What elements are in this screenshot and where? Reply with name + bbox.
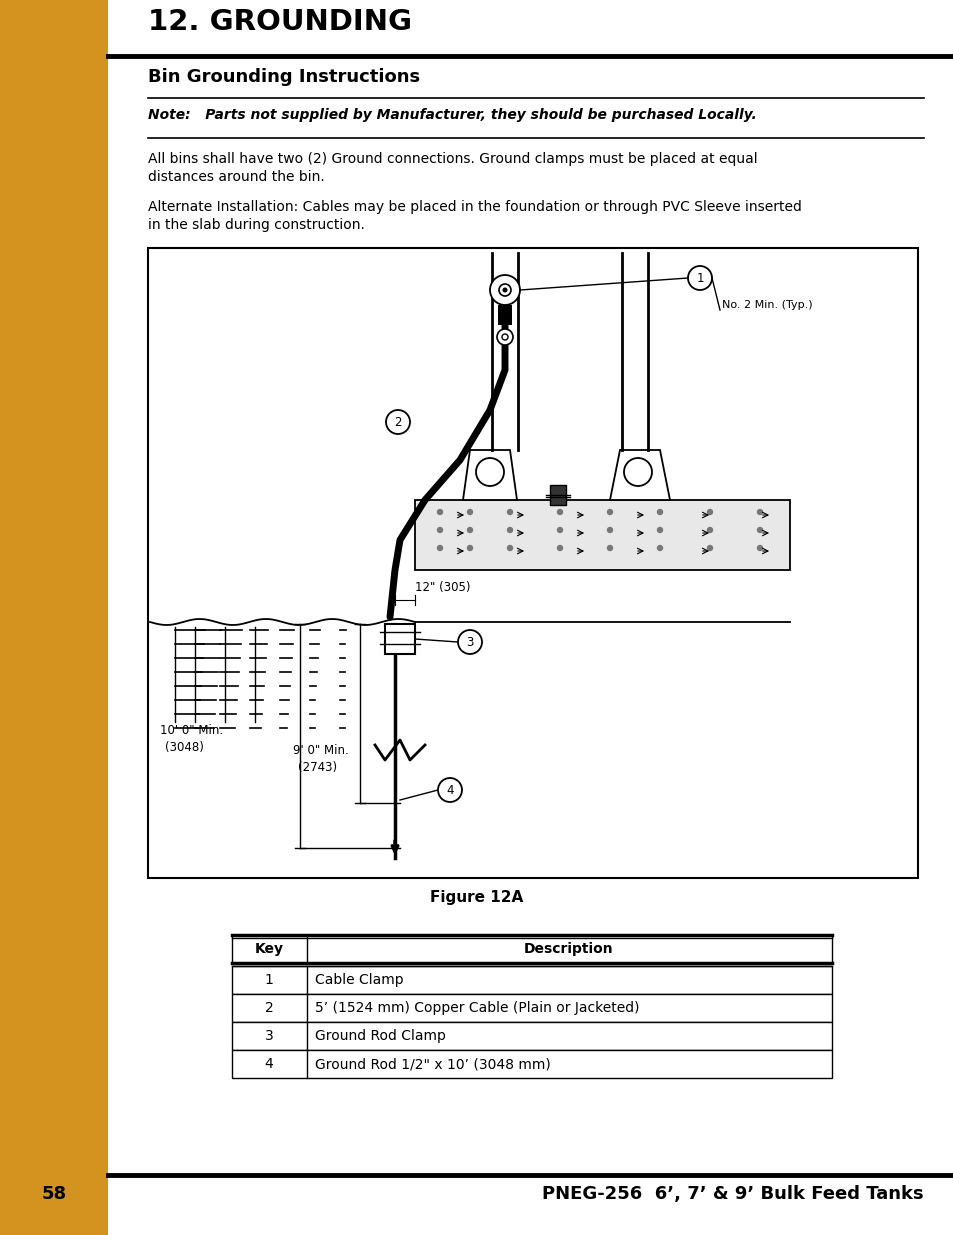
Text: Cable Clamp: Cable Clamp [314,973,403,987]
Circle shape [687,266,711,290]
Bar [232,994,831,1023]
Text: (2743): (2743) [297,762,336,774]
Circle shape [467,546,472,551]
Text: Alternate Installation: Cables may be placed in the foundation or through PVC Sl: Alternate Installation: Cables may be pl… [148,200,801,232]
Circle shape [757,527,761,532]
Circle shape [437,510,442,515]
Text: Bin Grounding Instructions: Bin Grounding Instructions [148,68,419,86]
Text: 2: 2 [394,415,401,429]
Circle shape [657,546,661,551]
Circle shape [707,527,712,532]
Text: Ground Rod Clamp: Ground Rod Clamp [314,1029,445,1044]
Circle shape [457,630,481,655]
Text: Figure 12A: Figure 12A [430,890,523,905]
Text: (3048): (3048) [165,741,204,755]
Circle shape [386,410,410,433]
Circle shape [757,510,761,515]
Circle shape [657,527,661,532]
Bar [232,1050,831,1078]
Text: 10' 0" Min.: 10' 0" Min. [160,724,223,736]
Circle shape [476,458,503,487]
Text: 1: 1 [696,272,703,284]
Text: No. 2 Min. (Typ.): No. 2 Min. (Typ.) [721,300,812,310]
Circle shape [757,546,761,551]
Bar [0,1174,108,1235]
Circle shape [557,546,562,551]
Polygon shape [462,450,517,500]
Circle shape [557,510,562,515]
Circle shape [607,510,612,515]
Circle shape [497,329,513,345]
Circle shape [437,778,461,802]
Circle shape [437,527,442,532]
Circle shape [507,527,512,532]
Text: Key: Key [254,942,283,956]
Text: 2: 2 [264,1002,274,1015]
Bar [550,485,565,505]
Text: 9' 0" Min.: 9' 0" Min. [293,743,349,757]
Circle shape [557,527,562,532]
Text: 1: 1 [264,973,274,987]
Text: 4: 4 [264,1057,274,1071]
Circle shape [623,458,651,487]
Text: Note:   Parts not supplied by Manufacturer, they should be purchased Locally.: Note: Parts not supplied by Manufacturer… [148,107,756,122]
Text: 12. GROUNDING: 12. GROUNDING [148,7,412,36]
Text: Ground Rod 1/2" x 10’ (3048 mm): Ground Rod 1/2" x 10’ (3048 mm) [314,1057,550,1071]
Text: PNEG-256  6’, 7’ & 9’ Bulk Feed Tanks: PNEG-256 6’, 7’ & 9’ Bulk Feed Tanks [542,1186,923,1203]
Bar [232,935,831,963]
Circle shape [607,527,612,532]
Bar [497,305,512,325]
Text: 5’ (1524 mm) Copper Cable (Plain or Jacketed): 5’ (1524 mm) Copper Cable (Plain or Jack… [314,1002,639,1015]
Text: All bins shall have two (2) Ground connections. Ground clamps must be placed at : All bins shall have two (2) Ground conne… [148,152,757,184]
Circle shape [507,546,512,551]
Text: 3: 3 [264,1029,274,1044]
Bar [232,966,831,994]
Polygon shape [609,450,669,500]
Circle shape [467,527,472,532]
Bar [148,248,917,878]
Text: Description: Description [523,942,613,956]
Bar [0,0,108,1235]
Text: 4: 4 [446,783,454,797]
Text: 58: 58 [41,1186,67,1203]
Circle shape [501,333,507,340]
Circle shape [502,288,507,293]
Circle shape [607,546,612,551]
Bar [108,0,953,56]
Bar [415,500,789,571]
Circle shape [507,510,512,515]
Text: 12" (305): 12" (305) [415,580,470,594]
Text: 3: 3 [466,636,474,648]
Bar [385,624,415,655]
Circle shape [707,546,712,551]
Circle shape [437,546,442,551]
Circle shape [467,510,472,515]
Circle shape [490,275,519,305]
Bar [232,1023,831,1050]
Circle shape [498,284,511,296]
Circle shape [657,510,661,515]
Circle shape [707,510,712,515]
